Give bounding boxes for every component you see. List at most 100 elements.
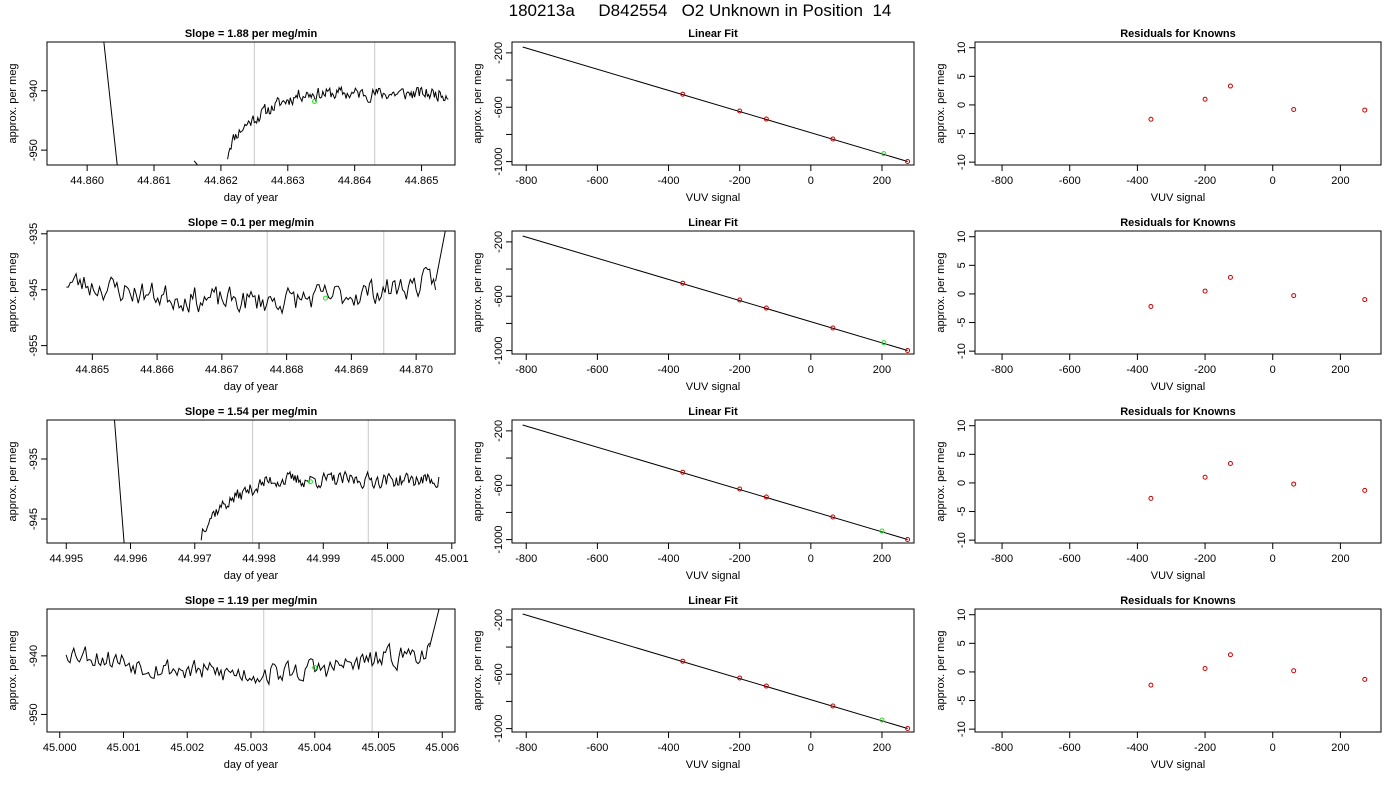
residual-point [1202,96,1208,102]
x-tick-label: 44.995 [49,553,83,565]
x-tick-label: -800 [515,364,537,376]
x-tick-label: -800 [515,742,537,754]
known-point [680,658,686,664]
x-tick-label: -200 [729,553,751,565]
panel-r2c1: Slope = 0.1 per meg/min 44.865 44.866 44.86… [7,217,456,393]
x-tick-label: 44.868 [270,364,304,376]
y-tick-label: -1000 [493,526,505,554]
panel-r1c2: Linear Fit -800 -600 -400 -200 0 200 -200 -600 -1… [472,28,915,204]
y-tick-label: 5 [956,451,968,457]
x-tick-label: -200 [729,364,751,376]
x-tick-label: -400 [1126,553,1148,565]
x-tick-label: -200 [729,175,751,187]
plot-area [103,42,449,165]
x-tick-label: -200 [1194,553,1216,565]
x-tick-label: 200 [873,553,891,565]
x-tick-label: -400 [1126,175,1148,187]
panel-r1c3: Residuals for Knowns -800 -600 -400 -200 0 200… [935,28,1382,204]
x-tick-label: 0 [808,175,814,187]
known-point [905,158,911,164]
panel-r4c2: Linear Fit -800 -600 -400 -200 0 200 -200 -600 -1… [472,595,915,771]
plot-frame [974,608,1382,733]
y-tick-label: -950 [28,703,40,725]
residual-point [1291,293,1297,299]
x-tick-label: 200 [873,742,891,754]
panel-title: Residuals for Knowns [1120,217,1236,229]
x-tick-label: -600 [586,553,608,565]
y-axis-label: approx. per meg [472,630,484,710]
x-tick-label: 44.866 [140,364,174,376]
residual-point [1291,668,1297,674]
plot-frame [46,230,456,355]
known-point [763,494,769,500]
trace-spike [193,160,198,165]
panel-title: Slope = 1.19 per meg/min [185,595,318,607]
unknown-point [881,340,887,346]
panel-title: Residuals for Knowns [1120,595,1236,607]
x-tick-label: 44.869 [335,364,369,376]
x-tick-label: 45.004 [298,742,332,754]
panel-r4c1: Slope = 1.19 per meg/min 45.000 45.001 45.0… [7,595,459,771]
x-axis-label: day of year [224,570,279,582]
y-tick-label: -940 [28,80,40,102]
x-tick-label: -800 [515,175,537,187]
y-tick-label: 5 [956,262,968,268]
plot-frame [974,41,1382,166]
x-tick-label: -400 [1126,742,1148,754]
unknown-point [312,98,318,104]
x-tick-label: -600 [1059,742,1081,754]
x-tick-label: 0 [1270,364,1276,376]
x-tick-label: -800 [991,175,1013,187]
residual-point [1362,297,1368,303]
plot-frame [974,419,1382,544]
known-point [680,280,686,286]
plot-area [1148,274,1368,310]
y-tick-label: -945 [28,508,40,530]
signal-trace [227,85,449,160]
y-tick-label: 0 [956,102,968,108]
x-tick-label: 0 [808,364,814,376]
known-point [763,305,769,311]
residual-point [1227,274,1233,280]
y-tick-label: -955 [28,335,40,357]
known-point [737,108,743,114]
y-tick-label: 10 [956,609,968,621]
residual-point [1202,474,1208,480]
y-axis-label: approx. per meg [7,630,19,710]
y-tick-label: 5 [956,73,968,79]
y-tick-label: 10 [956,420,968,432]
x-tick-label: 44.999 [306,553,340,565]
x-tick-label: -400 [658,742,680,754]
y-tick-label: -200 [493,42,505,64]
x-tick-label: -200 [729,742,751,754]
panel-r2c2: Linear Fit -800 -600 -400 -200 0 200 -200 -600 -1… [472,217,915,393]
x-tick-label: 0 [1270,742,1276,754]
fit-line [522,613,908,729]
y-tick-label: -200 [493,420,505,442]
x-tick-label: -800 [515,553,537,565]
known-point [737,297,743,303]
x-tick-label: -400 [658,553,680,565]
x-tick-label: -600 [586,175,608,187]
panel-r3c2: Linear Fit -800 -600 -400 -200 0 200 -200 -600 -1… [472,406,915,582]
y-tick-label: -1000 [493,337,505,365]
known-point [830,703,836,709]
panel-title: Linear Fit [688,406,738,418]
residual-point [1227,83,1233,89]
y-tick-label: -5 [956,129,968,139]
x-tick-label: -800 [991,553,1013,565]
known-point [737,675,743,681]
panel-r2c3: Residuals for Knowns -800 -600 -400 -200 0 200… [935,217,1382,393]
x-tick-label: 45.001 [107,742,141,754]
x-tick-label: 0 [808,553,814,565]
plot-frame [511,608,915,733]
residual-point [1227,652,1233,658]
y-tick-label: 10 [956,42,968,54]
x-axis-label: day of year [224,759,279,771]
y-tick-label: -935 [28,448,40,470]
x-tick-label: -200 [1194,175,1216,187]
y-tick-label: -945 [28,279,40,301]
x-tick-label: 200 [873,364,891,376]
plot-area [1148,83,1368,122]
panel-title: Residuals for Knowns [1120,406,1236,418]
